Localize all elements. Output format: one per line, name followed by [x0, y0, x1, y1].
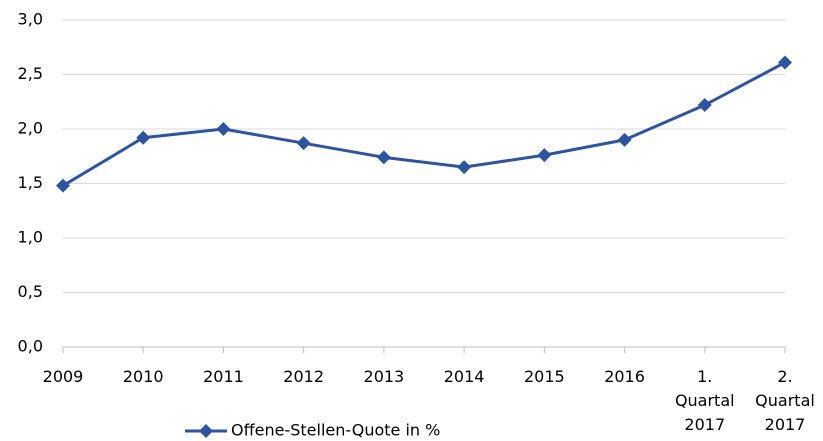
x-tick-label: 2011 — [203, 367, 244, 386]
data-point — [697, 98, 712, 113]
legend-marker — [199, 424, 213, 438]
x-tick-label: 2009 — [42, 367, 84, 386]
x-tick-label: 2010 — [122, 367, 164, 386]
y-tick-label: 3,0 — [18, 10, 43, 29]
y-tick-label: 1,5 — [18, 173, 43, 192]
x-tick-label: 2013 — [363, 367, 405, 386]
data-point — [778, 55, 792, 70]
data-point — [537, 148, 552, 163]
x-tick-label: 2. Quartal 2017 — [755, 367, 815, 434]
x-tick-label: 2014 — [443, 367, 485, 386]
data-point — [617, 132, 632, 147]
data-line — [62, 61, 786, 187]
y-tick-label: 2,0 — [18, 119, 43, 138]
x-tick-label: 2016 — [604, 367, 645, 386]
data-point — [136, 130, 151, 145]
y-tick-label: 0,0 — [18, 337, 43, 356]
data-point — [376, 150, 391, 165]
data-point — [216, 122, 231, 136]
x-tick-label: 1. Quartal 2017 — [674, 367, 735, 434]
y-tick-label: 2,5 — [18, 64, 43, 83]
data-point — [296, 136, 311, 151]
x-tick-label: 2012 — [283, 367, 325, 386]
data-point — [56, 178, 70, 193]
x-tick-label: 2015 — [523, 367, 565, 386]
y-tick-label: 0,5 — [18, 282, 43, 301]
y-tick-label: 1,0 — [18, 228, 43, 247]
legend-label: Offene-Stellen-Quote in % — [231, 421, 440, 440]
data-point — [457, 160, 472, 175]
